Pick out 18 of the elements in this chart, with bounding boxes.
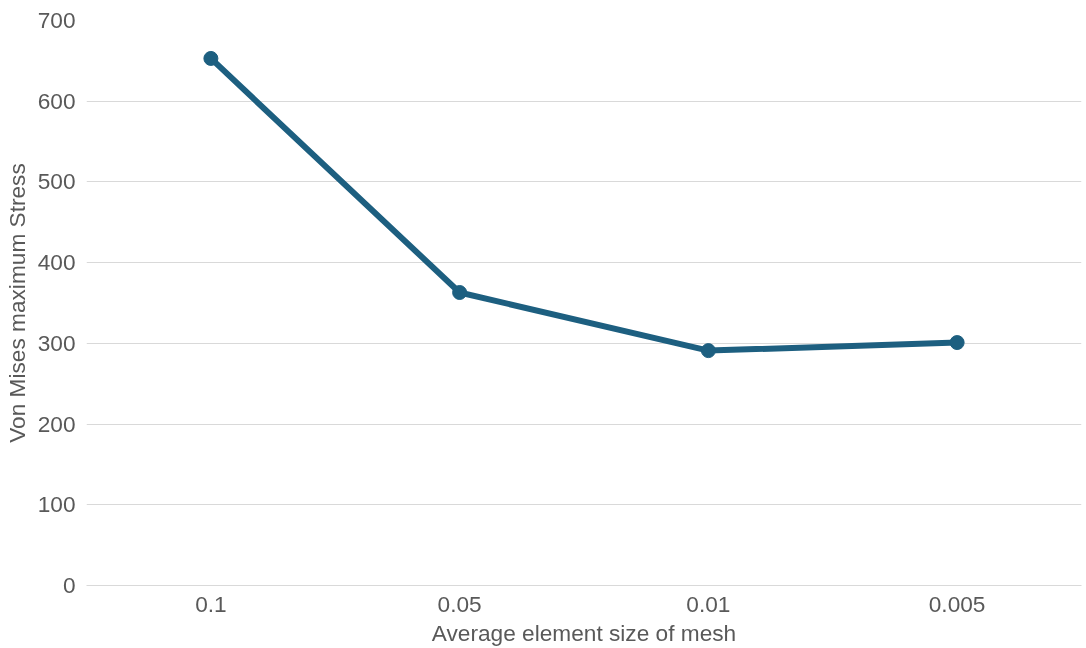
y-axis-title: Von Mises maximum Stress xyxy=(3,163,30,443)
x-tick-label: 0.01 xyxy=(686,590,731,617)
x-tick-label: 0.005 xyxy=(928,590,986,617)
y-tick-label: 200 xyxy=(37,410,76,437)
y-tick-label: 0 xyxy=(62,572,76,598)
y-tick-label: 600 xyxy=(37,87,76,114)
y-tick-label: 400 xyxy=(37,249,76,276)
point xyxy=(452,285,468,300)
y-tick-label: 300 xyxy=(37,329,76,356)
x-tick-label: 0.05 xyxy=(437,590,482,617)
x-tick-label: 0.1 xyxy=(195,590,227,617)
y-tick-label: 100 xyxy=(37,491,76,518)
point xyxy=(949,335,965,351)
x-axis-title: Average element size of mesh xyxy=(431,619,737,646)
point xyxy=(700,343,716,359)
y-tick-label: 700 xyxy=(37,7,76,33)
y-tick-label: 500 xyxy=(37,168,76,195)
point xyxy=(203,50,219,66)
